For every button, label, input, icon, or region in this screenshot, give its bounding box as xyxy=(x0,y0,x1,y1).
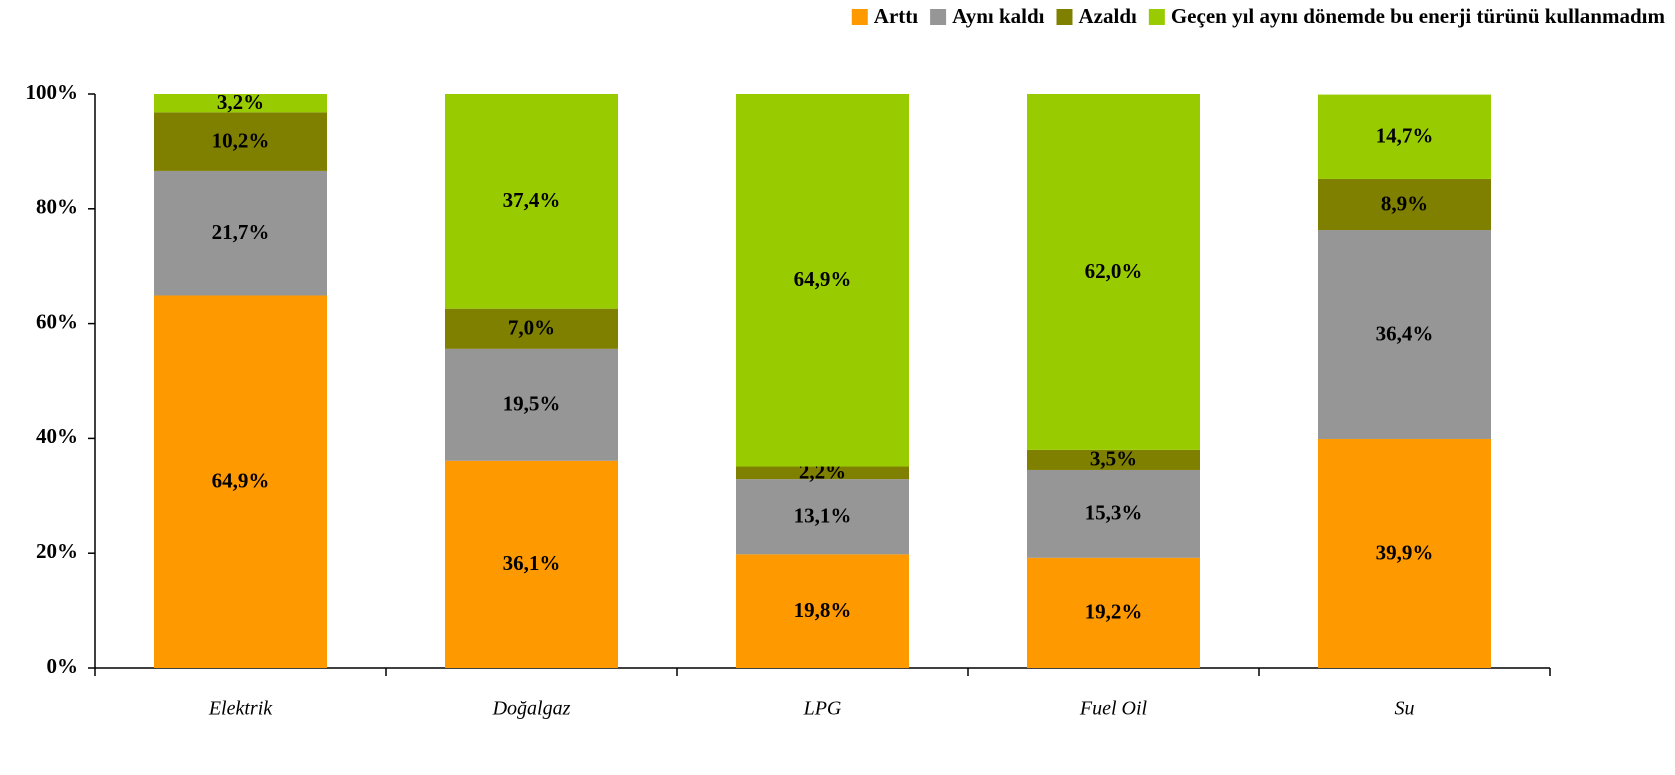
data-label: 19,8% xyxy=(794,598,852,622)
data-label: 37,4% xyxy=(503,188,561,212)
bar-segment xyxy=(736,479,909,555)
y-tick-label: 100% xyxy=(26,80,79,104)
data-label: 3,2% xyxy=(217,90,264,114)
bar-segment xyxy=(1027,469,1200,558)
x-tick-label: Doğalgaz xyxy=(492,698,571,720)
data-label: 36,4% xyxy=(1376,321,1434,345)
bar-segment xyxy=(1318,438,1491,668)
legend-label: Geçen yıl aynı dönemde bu enerji türünü … xyxy=(1171,4,1666,28)
x-tick-label: Elektrik xyxy=(208,698,273,720)
data-label: 3,5% xyxy=(1090,447,1137,471)
x-tick-label: LPG xyxy=(803,698,842,720)
y-tick-label: 20% xyxy=(36,539,78,563)
legend-swatch xyxy=(930,9,947,25)
x-tick-label: Su xyxy=(1395,698,1415,720)
data-label: 10,2% xyxy=(212,128,270,152)
bar-segment xyxy=(1027,557,1200,668)
data-label: 36,1% xyxy=(503,551,561,575)
legend-swatch xyxy=(1056,9,1073,25)
data-label: 7,0% xyxy=(508,316,555,340)
data-label: 64,9% xyxy=(794,267,852,291)
data-label: 13,1% xyxy=(794,504,852,528)
bar-segment xyxy=(154,295,327,668)
legend-swatch xyxy=(1148,9,1165,25)
bar-segment xyxy=(1318,178,1491,231)
bar-segment xyxy=(736,94,909,467)
data-label: 62,0% xyxy=(1085,259,1143,283)
legend-label: Aynı kaldı xyxy=(952,4,1045,28)
bar-segment xyxy=(445,94,618,309)
data-label: 64,9% xyxy=(212,469,270,493)
bar-segment xyxy=(445,308,618,349)
y-tick-label: 80% xyxy=(36,195,78,219)
data-label: 19,5% xyxy=(503,392,561,416)
bar-segment xyxy=(154,94,327,113)
bar-segment xyxy=(736,466,909,480)
bar-segment xyxy=(154,170,327,296)
legend-swatch xyxy=(851,9,868,25)
data-label: 14,7% xyxy=(1376,124,1434,148)
y-tick-label: 40% xyxy=(36,424,78,448)
bar-segment xyxy=(154,112,327,171)
bar-segment xyxy=(1318,94,1491,179)
data-label: 8,9% xyxy=(1381,191,1428,215)
data-label: 21,7% xyxy=(212,220,270,244)
bar-segment xyxy=(736,554,909,668)
bar-segment xyxy=(445,348,618,461)
data-label: 39,9% xyxy=(1376,540,1434,564)
legend-label: Arttı xyxy=(874,4,918,28)
data-label: 15,3% xyxy=(1085,501,1143,525)
y-tick-label: 0% xyxy=(47,654,79,678)
bar-segment xyxy=(1027,449,1200,470)
legend-label: Azaldı xyxy=(1079,4,1138,28)
y-tick-label: 60% xyxy=(36,309,78,333)
bar-segment xyxy=(1027,94,1200,450)
data-label: 19,2% xyxy=(1085,600,1143,624)
bar-segment xyxy=(445,460,618,668)
x-tick-label: Fuel Oil xyxy=(1079,698,1148,720)
bar-segment xyxy=(1318,230,1491,439)
